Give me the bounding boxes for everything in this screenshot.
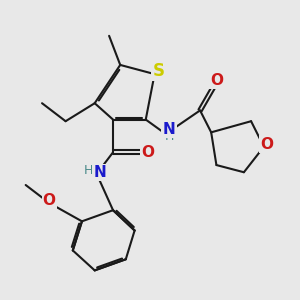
Text: H: H bbox=[164, 130, 174, 143]
Text: N: N bbox=[163, 122, 176, 136]
Text: O: O bbox=[260, 136, 273, 152]
Text: O: O bbox=[210, 73, 223, 88]
Text: O: O bbox=[142, 145, 154, 160]
Text: S: S bbox=[152, 62, 164, 80]
Text: N: N bbox=[94, 165, 106, 180]
Text: O: O bbox=[43, 193, 56, 208]
Text: H: H bbox=[84, 164, 93, 177]
